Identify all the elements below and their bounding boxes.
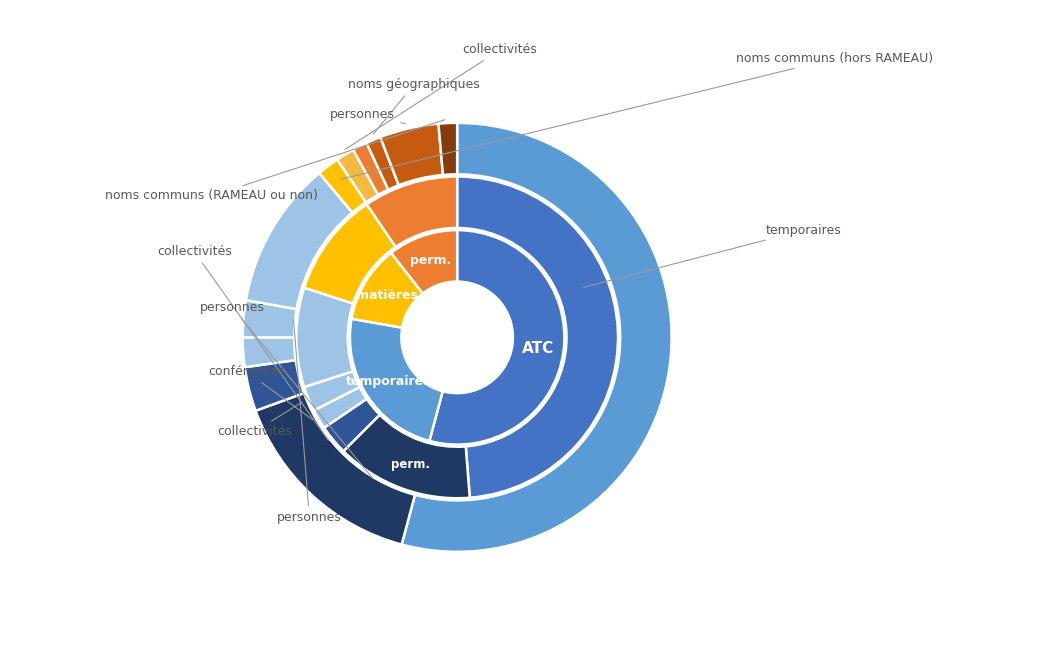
Text: noms géographiques: noms géographiques xyxy=(348,78,480,134)
Wedge shape xyxy=(381,124,443,185)
Wedge shape xyxy=(314,387,367,428)
Wedge shape xyxy=(319,160,366,212)
Wedge shape xyxy=(246,173,353,309)
Text: personnes: personnes xyxy=(277,319,342,524)
Text: conférences: conférences xyxy=(209,365,313,420)
Wedge shape xyxy=(305,204,395,304)
Wedge shape xyxy=(337,150,379,202)
Wedge shape xyxy=(243,337,296,367)
Wedge shape xyxy=(438,123,457,175)
Wedge shape xyxy=(324,399,380,451)
Text: noms communs (hors RAMEAU): noms communs (hors RAMEAU) xyxy=(341,52,933,179)
Wedge shape xyxy=(343,415,469,498)
Wedge shape xyxy=(402,123,672,552)
Text: collectivités: collectivités xyxy=(156,245,329,441)
Text: perm.: perm. xyxy=(391,458,430,471)
Wedge shape xyxy=(305,371,360,410)
Text: matières: matières xyxy=(357,289,418,302)
Wedge shape xyxy=(367,177,457,247)
Wedge shape xyxy=(391,230,457,293)
Text: temporaires: temporaires xyxy=(583,224,842,288)
Circle shape xyxy=(402,282,513,393)
Text: noms communs (RAMEAU ou non): noms communs (RAMEAU ou non) xyxy=(105,119,445,202)
Text: perm.: perm. xyxy=(410,254,452,267)
Text: ATC: ATC xyxy=(522,341,554,356)
Wedge shape xyxy=(243,300,296,337)
Wedge shape xyxy=(366,137,398,190)
Text: temporaires: temporaires xyxy=(345,374,431,387)
Text: personnes: personnes xyxy=(200,301,372,478)
Wedge shape xyxy=(296,288,354,387)
Wedge shape xyxy=(354,143,388,195)
Wedge shape xyxy=(351,253,422,328)
Wedge shape xyxy=(457,177,618,498)
Wedge shape xyxy=(245,360,304,411)
Text: collectivités: collectivités xyxy=(217,402,302,438)
Text: collectivités: collectivités xyxy=(345,43,537,149)
Wedge shape xyxy=(256,393,415,545)
Text: personnes: personnes xyxy=(331,108,406,123)
Wedge shape xyxy=(349,319,442,441)
Wedge shape xyxy=(430,230,564,445)
